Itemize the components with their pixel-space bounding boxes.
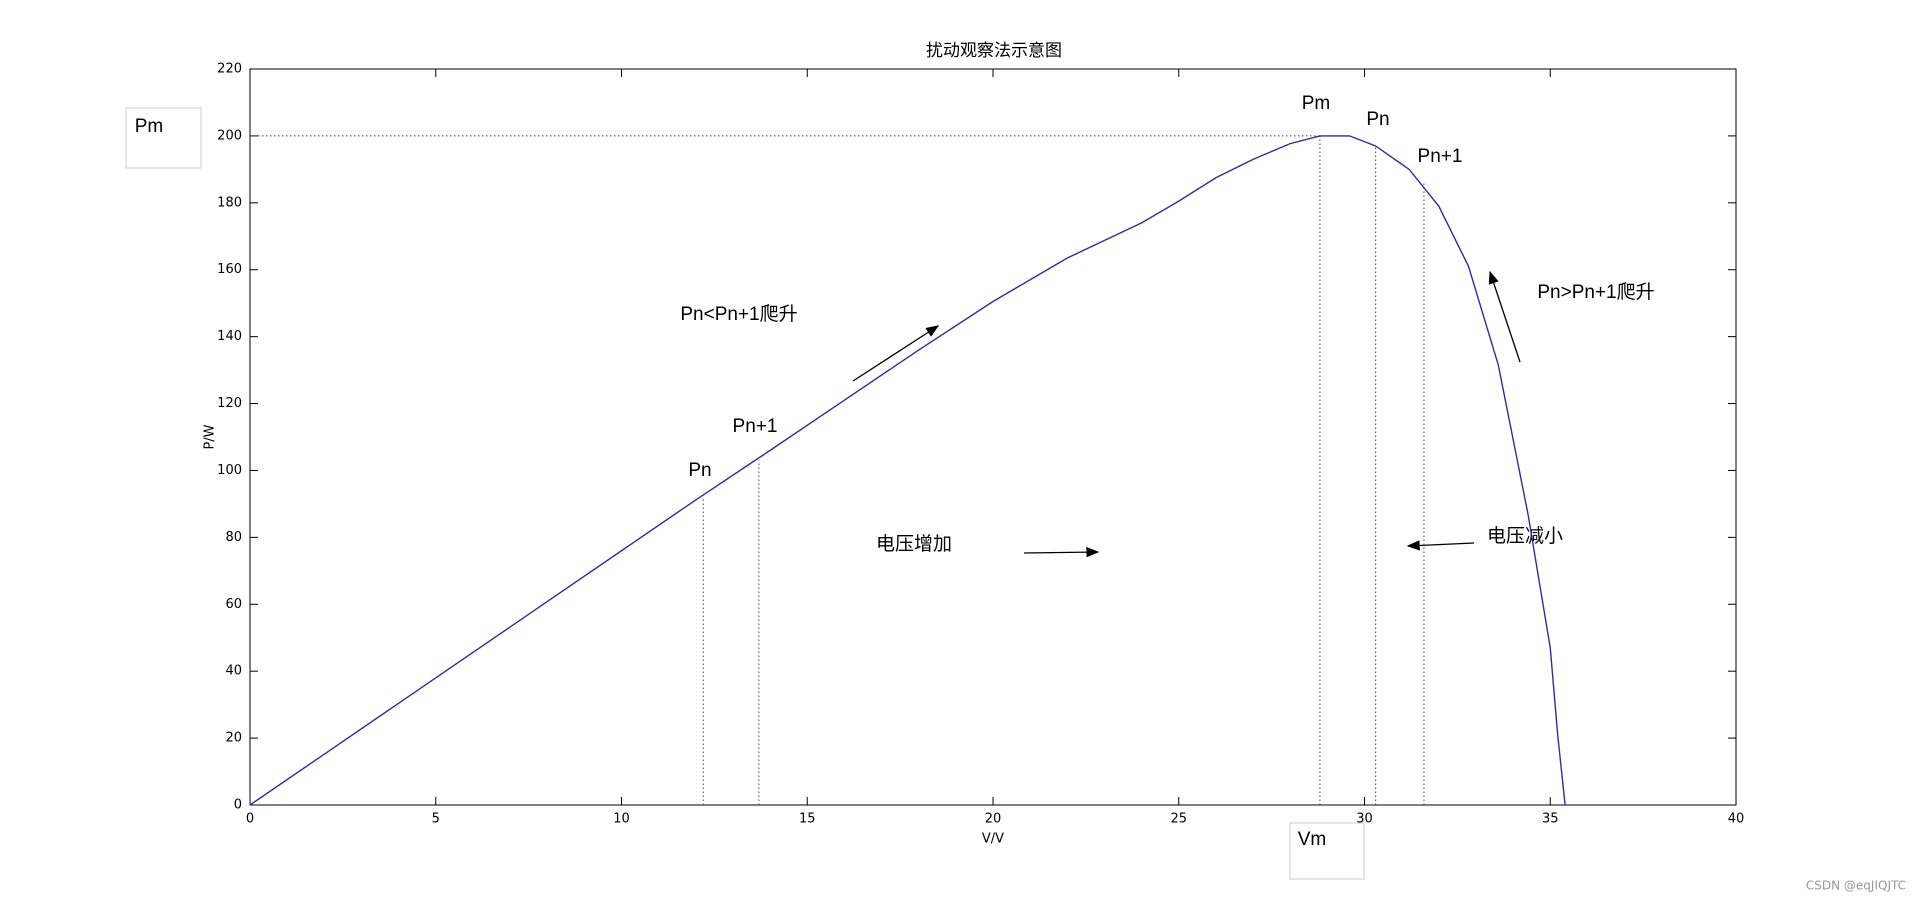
y-tick-label: 180 <box>217 195 242 210</box>
x-tick-label: 5 <box>432 812 440 827</box>
y-tick-label: 160 <box>217 262 242 277</box>
annotation: Pn <box>1366 109 1389 130</box>
x-tick-label: 25 <box>1170 812 1187 827</box>
y-axis-label: P/W <box>203 424 218 449</box>
y-tick-label: 100 <box>217 463 242 478</box>
annotation: Pn<Pn+1爬升 <box>680 303 797 325</box>
y-tick-label: 220 <box>217 62 242 77</box>
y-tick-label: 140 <box>217 329 242 344</box>
x-tick-label: 35 <box>1542 812 1559 827</box>
chart-title: 扰动观察法示意图 <box>926 41 1062 61</box>
arrow <box>1488 270 1521 363</box>
watermark: CSDN @eqJIQJTC <box>1806 879 1906 893</box>
y-tick-label: 80 <box>225 530 242 545</box>
y-tick-label: 200 <box>217 128 242 143</box>
x-tick-label: 30 <box>1356 812 1373 827</box>
y-tick-label: 120 <box>217 396 242 411</box>
x-tick-label: 20 <box>985 812 1002 827</box>
x-tick-label: 15 <box>799 812 816 827</box>
y-tick-label: 40 <box>225 664 242 679</box>
annotation: Pn+1 <box>1418 146 1463 167</box>
arrow <box>1023 546 1100 558</box>
annotation-box <box>1289 822 1365 880</box>
arrow <box>852 325 940 382</box>
x-axis-label: V/V <box>982 832 1004 847</box>
arrow <box>1406 540 1475 551</box>
annotation-box <box>125 107 202 169</box>
x-tick-label: 10 <box>613 812 630 827</box>
annotation: Pm <box>1302 93 1331 114</box>
annotation: 电压减小 <box>1487 525 1563 547</box>
annotation: Vm <box>1298 829 1327 850</box>
y-tick-label: 60 <box>225 597 242 612</box>
x-tick-label: 40 <box>1728 812 1745 827</box>
annotation: Pm <box>135 116 164 137</box>
x-tick-label: 0 <box>246 812 254 827</box>
annotation: 电压增加 <box>876 533 952 555</box>
annotation: Pn+1 <box>733 416 778 437</box>
annotation: Pn>Pn+1爬升 <box>1537 281 1654 303</box>
y-tick-label: 0 <box>234 798 242 813</box>
annotation: Pn <box>688 460 711 481</box>
series-line <box>249 135 1566 806</box>
y-tick-label: 20 <box>225 731 242 746</box>
